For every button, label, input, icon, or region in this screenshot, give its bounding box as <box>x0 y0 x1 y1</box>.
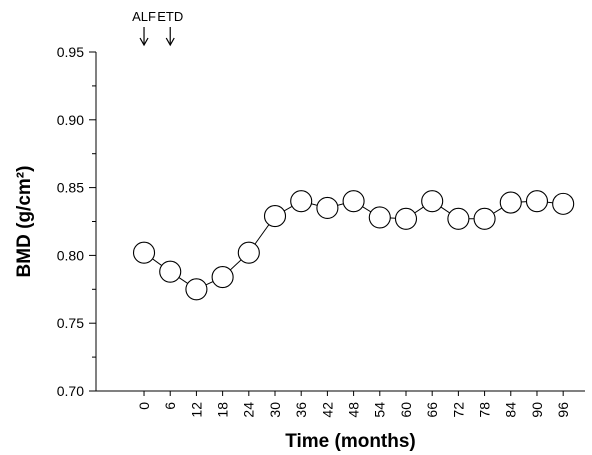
y-axis-ticks: 0.70 0.75 0.80 0.85 0.90 0.95 <box>57 44 96 399</box>
data-point <box>263 205 287 228</box>
x-tick-label: 6 <box>162 402 178 410</box>
y-tick-label: 0.85 <box>57 180 84 196</box>
data-point <box>368 206 391 229</box>
x-tick-label: 48 <box>345 402 361 418</box>
series-line <box>143 200 564 290</box>
x-tick-label: 24 <box>241 402 257 418</box>
y-tick-label: 0.70 <box>57 383 84 399</box>
x-tick-label: 90 <box>529 402 545 418</box>
axes <box>95 52 585 392</box>
data-point <box>185 278 208 301</box>
x-axis-title: Time (months) <box>285 431 416 452</box>
x-tick-label: 54 <box>372 402 388 418</box>
annotation-arrow-head <box>139 37 149 47</box>
data-point <box>132 241 156 264</box>
x-tick-label: 78 <box>476 402 492 418</box>
x-tick-label: 84 <box>503 402 519 418</box>
y-axis-title: BMD (g/cm²) <box>14 166 35 278</box>
data-point <box>316 196 339 219</box>
data-point <box>421 190 444 213</box>
x-tick-label: 0 <box>136 402 152 410</box>
annotation-arrow-head <box>165 37 175 47</box>
annotation-label: ALF <box>132 9 156 24</box>
x-tick-label: 66 <box>424 402 440 418</box>
x-tick-label: 72 <box>450 402 466 418</box>
x-tick-label: 36 <box>293 402 309 418</box>
data-point <box>290 190 313 213</box>
y-tick-label: 0.95 <box>57 44 84 60</box>
data-point <box>473 207 496 230</box>
x-tick-label: 12 <box>188 402 204 418</box>
x-tick-label: 96 <box>555 402 571 418</box>
data-point <box>237 241 260 264</box>
data-point <box>499 191 522 214</box>
x-tick-label: 18 <box>215 402 231 418</box>
x-tick-label: 30 <box>267 402 283 418</box>
y-tick-label: 0.90 <box>57 112 84 128</box>
data-point <box>211 266 234 289</box>
x-tick-label: 60 <box>398 402 414 418</box>
annotation-label: ETD <box>157 9 183 24</box>
event-annotations: ALF ETD <box>132 9 183 47</box>
data-point <box>447 207 470 230</box>
y-tick-label: 0.80 <box>57 247 84 263</box>
data-point <box>525 190 549 213</box>
data-point <box>552 192 575 215</box>
data-point <box>394 207 418 230</box>
x-tick-label: 42 <box>319 402 335 418</box>
data-point <box>342 190 365 213</box>
x-axis-ticks: 0 6 12 18 24 30 36 42 48 54 60 66 72 78 84 90 96 <box>136 391 571 418</box>
y-tick-label: 0.75 <box>57 315 84 331</box>
bmd-series <box>132 190 575 301</box>
data-point <box>159 260 182 283</box>
